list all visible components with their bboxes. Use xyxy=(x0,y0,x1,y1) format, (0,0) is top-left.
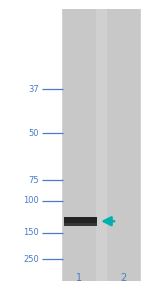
Text: 100: 100 xyxy=(23,196,39,205)
Bar xyxy=(64,223,97,226)
Text: 2: 2 xyxy=(120,273,126,283)
Bar xyxy=(106,9,140,281)
Text: 150: 150 xyxy=(23,229,39,237)
Bar xyxy=(64,217,97,226)
Text: 75: 75 xyxy=(28,176,39,185)
Text: 1: 1 xyxy=(76,273,82,283)
Text: 37: 37 xyxy=(28,85,39,94)
Bar xyxy=(61,9,141,281)
Bar xyxy=(63,9,96,281)
Text: 50: 50 xyxy=(28,129,39,138)
Text: 250: 250 xyxy=(23,255,39,264)
